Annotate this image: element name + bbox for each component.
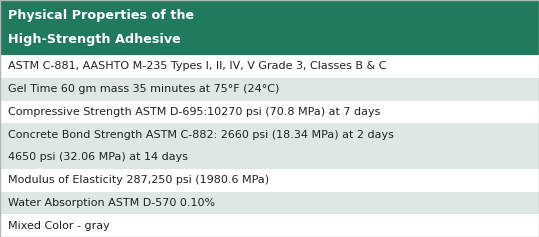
- Bar: [0, 191, 539, 214]
- Text: Mixed Color - gray: Mixed Color - gray: [8, 221, 110, 231]
- Bar: [0, 214, 539, 237]
- Text: Physical Properties of the: Physical Properties of the: [8, 9, 194, 22]
- Text: ASTM C-881, AASHTO M-235 Types I, II, IV, V Grade 3, Classes B & C: ASTM C-881, AASHTO M-235 Types I, II, IV…: [8, 61, 386, 71]
- Text: Concrete Bond Strength ASTM C-882: 2660 psi (18.34 MPa) at 2 days: Concrete Bond Strength ASTM C-882: 2660 …: [8, 130, 394, 140]
- Text: Water Absorption ASTM D-570 0.10%: Water Absorption ASTM D-570 0.10%: [8, 198, 215, 208]
- Bar: [0, 0, 539, 55]
- Text: Gel Time 60 gm mass 35 minutes at 75°F (24°C): Gel Time 60 gm mass 35 minutes at 75°F (…: [8, 84, 279, 94]
- Text: Modulus of Elasticity 287,250 psi (1980.6 MPa): Modulus of Elasticity 287,250 psi (1980.…: [8, 175, 269, 185]
- Text: 4650 psi (32.06 MPa) at 14 days: 4650 psi (32.06 MPa) at 14 days: [8, 152, 188, 162]
- Text: High-Strength Adhesive: High-Strength Adhesive: [8, 33, 181, 46]
- Bar: [0, 78, 539, 100]
- Bar: [0, 55, 539, 78]
- Bar: [0, 100, 539, 123]
- Bar: [0, 169, 539, 191]
- Text: Compressive Strength ASTM D-695:10270 psi (70.8 MPa) at 7 days: Compressive Strength ASTM D-695:10270 ps…: [8, 107, 381, 117]
- Bar: [0, 146, 539, 169]
- Bar: [0, 123, 539, 146]
